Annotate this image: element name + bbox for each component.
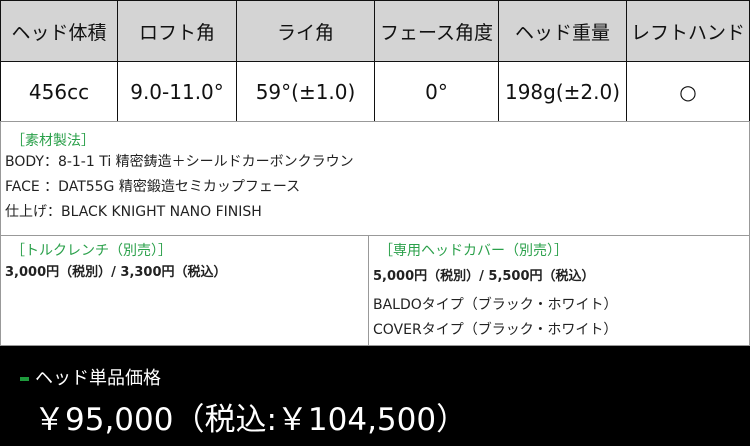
headcover-type: COVERタイプ（ブラック・ホワイト） [373,322,618,338]
header-lie: ライ角 [236,0,375,62]
header-face-angle: フェース角度 [374,0,499,62]
footer-price: ￥95,000（税込:￥104,500） [34,402,468,438]
headcover-title: ［専用ヘッドカバー（別売）］ [379,243,568,259]
torque-price: 3,000円（税別）/ 3,300円（税込） [5,265,227,280]
dash-icon [20,377,29,381]
header-volume: ヘッド体積 [0,0,118,62]
footer-label: ヘッド単品価格 [35,368,161,389]
price-footer: ヘッド単品価格 ￥95,000（税込:￥104,500） [0,346,750,446]
header-left-hand: レフトハンド [626,0,750,62]
value-left-hand: ○ [626,61,750,122]
value-face-angle: 0° [374,61,499,122]
headcover-section: ［専用ヘッドカバー（別売）］ 5,000円（税別）/ 5,500円（税込） BA… [368,235,750,346]
materials-title: ［素材製法］ [11,133,95,149]
headcover-price: 5,000円（税別）/ 5,500円（税込） [373,269,595,284]
materials-line: BODY：8-1-1 Ti 精密鋳造＋シールドカーボンクラウン [5,154,354,170]
materials-line: FACE ：DAT55G 精密鍛造セミカップフェース [5,179,301,195]
value-volume: 456cc [0,61,118,122]
materials-section: ［素材製法］ BODY：8-1-1 Ti 精密鋳造＋シールドカーボンクラウン F… [0,121,750,236]
materials-line: 仕上げ：BLACK KNIGHT NANO FINISH [5,204,262,220]
torque-title: ［トルクレンチ（別売）］ [11,243,172,259]
value-loft: 9.0-11.0° [117,61,237,122]
torque-section: ［トルクレンチ（別売）］ 3,000円（税別）/ 3,300円（税込） [0,235,369,346]
header-loft: ロフト角 [117,0,237,62]
header-weight: ヘッド重量 [498,0,627,62]
headcover-type: BALDOタイプ（ブラック・ホワイト） [373,297,618,313]
value-lie: 59°(±1.0) [236,61,375,122]
spec-table: ヘッド体積 ロフト角 ライ角 フェース角度 ヘッド重量 レフトハンド 456cc… [0,0,750,122]
value-weight: 198g(±2.0) [498,61,627,122]
